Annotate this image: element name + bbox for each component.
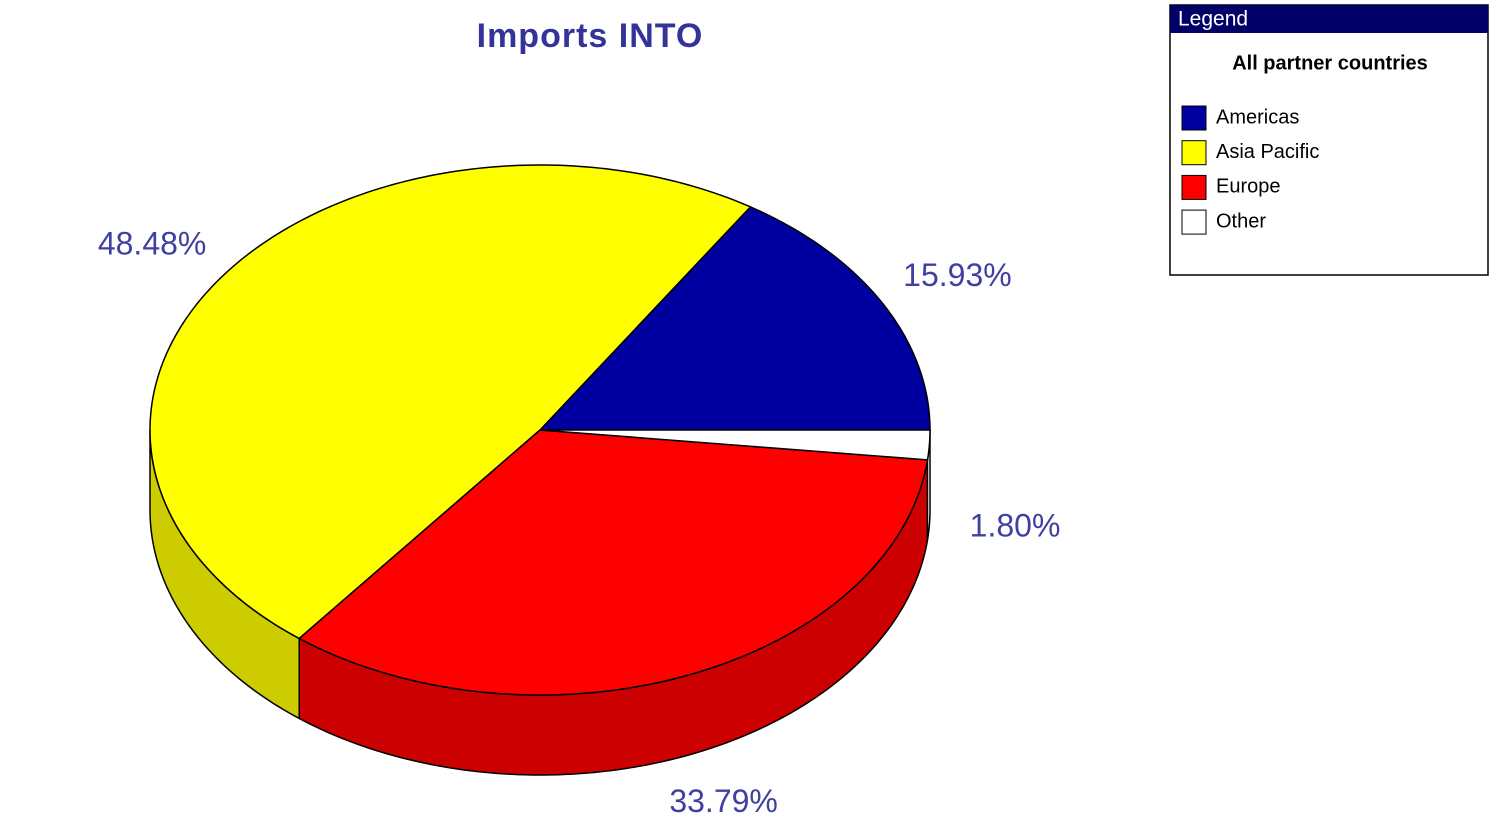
- legend-label: Europe: [1216, 176, 1281, 198]
- slice: [538, 205, 931, 431]
- legend-box: [1169, 4, 1489, 276]
- legend-header: [1170, 5, 1488, 33]
- data-label: 15.93%: [903, 257, 1012, 293]
- legend-swatch: [1181, 140, 1207, 166]
- legend-swatch: [1181, 174, 1207, 200]
- data-label: 48.48%: [98, 225, 207, 261]
- legend-title: Legend: [1178, 8, 1248, 31]
- data-label: 33.79%: [669, 783, 778, 819]
- legend-swatch: [1181, 209, 1207, 235]
- pie-tops: [149, 164, 931, 696]
- slice: [297, 429, 929, 696]
- legend-label: Asia Pacific: [1216, 141, 1319, 163]
- legend-label: Americas: [1216, 106, 1299, 128]
- slice: [149, 164, 752, 640]
- legend-label: Other: [1216, 210, 1266, 232]
- legend-swatch: [1181, 105, 1207, 131]
- pie-sides: [149, 429, 931, 776]
- legend-subtitle: All partner countries: [1232, 52, 1428, 74]
- chart-title: Imports INTO: [477, 17, 704, 55]
- slice: [539, 429, 931, 461]
- data-label: 1.80%: [970, 507, 1061, 543]
